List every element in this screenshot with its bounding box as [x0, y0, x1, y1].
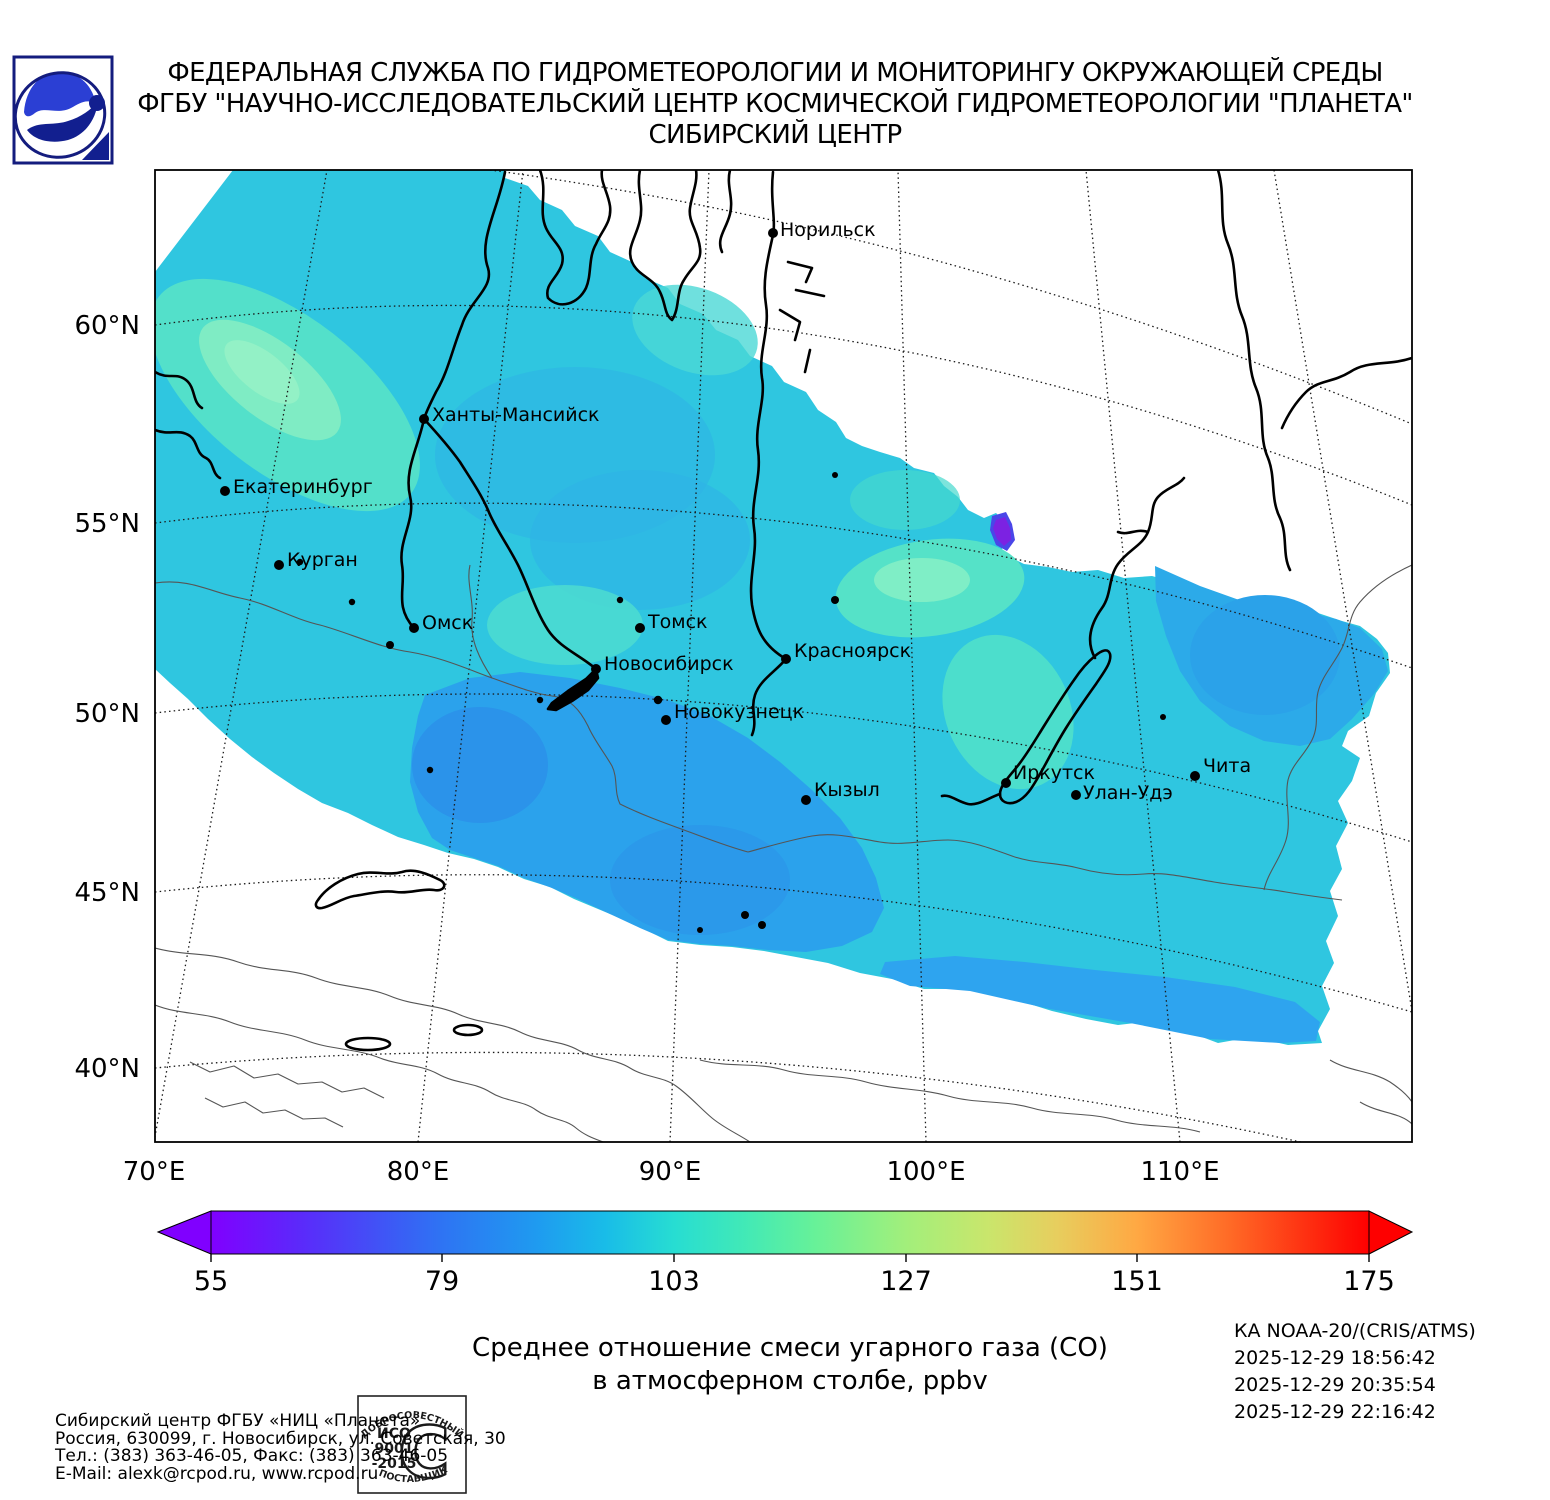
contact-block: Сибирский центр ФГБУ «НИЦ «Планета» Росс…: [55, 1411, 506, 1484]
lat-tick-label: 60°N: [74, 311, 140, 341]
city-layer: Норильск Ханты-Мансийск Екатеринбург Курган…: [220, 219, 1251, 805]
lake-zaysan: [452, 1023, 484, 1037]
logo-planet-upper: [24, 72, 96, 117]
lon-tick-label: 80°E: [387, 1157, 450, 1187]
product-caption: Среднее отношение смеси угарного газа (C…: [420, 1332, 1160, 1398]
colorbar-tick-label: 55: [194, 1266, 228, 1297]
logo-corner-triangle: [82, 132, 109, 160]
contact-email: E-Mail: alexk@rcpod.ru, www.rcpod.ru: [55, 1463, 379, 1484]
satellite-platform: КА NOAA-20/(CRIS/ATMS): [1234, 1320, 1476, 1342]
pass-timestamp: 2025-12-29 22:16:42: [1234, 1401, 1436, 1423]
city-label: Красноярск: [794, 640, 911, 662]
lat-tick-label: 55°N: [74, 509, 140, 539]
logo-planet-lower: [27, 101, 98, 142]
colorbar-tick-label: 79: [425, 1266, 459, 1297]
country-borders: [155, 564, 1412, 1142]
city-label: Новосибирск: [604, 653, 734, 675]
colorbar-tick-label: 151: [1111, 1266, 1163, 1297]
city-label: Томск: [647, 611, 708, 633]
lake-issyk-kul: [344, 1036, 392, 1052]
lon-tick-label: 110°E: [1140, 1157, 1219, 1187]
city-marker: [1001, 778, 1011, 788]
colorbar-tick-label: 175: [1343, 1266, 1395, 1297]
logo-satellite-dot: [89, 95, 105, 111]
colorbar-left-arrow: [156, 1210, 212, 1255]
city-marker: [591, 664, 601, 674]
map-frame: [154, 169, 1413, 1143]
colorbar-body: [210, 1210, 1370, 1255]
ob-river-upper: [422, 170, 507, 421]
city-label: Чита: [1203, 755, 1251, 777]
yenisei-river: [749, 170, 788, 737]
lon-tick-label: 100°E: [886, 1157, 965, 1187]
stamp-iso-line2: 9001: [375, 1441, 414, 1457]
city-label: Курган: [287, 549, 358, 571]
iso-stamp: С ДОБРОСОВЕСТНЫЙ ПОСТАВЩИК ИСО 9001 -201…: [357, 1395, 467, 1495]
lena-river: [1216, 170, 1292, 572]
colorbar-right-arrow: [1368, 1210, 1414, 1255]
lon-tick-label: 90°E: [639, 1157, 702, 1187]
city-marker: [419, 414, 429, 424]
caption-line-1: Среднее отношение смеси угарного газа (C…: [472, 1333, 1108, 1363]
angara-river: [1088, 476, 1186, 660]
city-label: Иркутск: [1013, 762, 1095, 784]
city-marker: [635, 623, 645, 633]
stamp-letter: С: [398, 1412, 449, 1494]
colorbar-ticks: 55 79 103 127 151 175: [194, 1254, 1395, 1297]
colorbar-tick-label: 103: [648, 1266, 700, 1297]
city-marker: [409, 623, 419, 633]
lat-tick-label: 40°N: [74, 1054, 140, 1084]
lat-tick-label: 50°N: [74, 699, 140, 729]
pass-timestamp: 2025-12-29 20:35:54: [1234, 1374, 1436, 1396]
contact-address: Россия, 630099, г. Новосибирск, ул. Сове…: [55, 1428, 506, 1449]
co-data-swath: [155, 170, 1390, 1045]
report-header: ФЕДЕРАЛЬНАЯ СЛУЖБА ПО ГИДРОМЕТЕОРОЛОГИИ …: [0, 58, 1550, 151]
ob-reservoir: [546, 667, 600, 712]
city-marker: [274, 560, 284, 570]
planeta-logo: [12, 55, 114, 165]
city-marker: [781, 654, 791, 664]
rivers-coastlines: [155, 170, 1412, 1052]
city-label: Кызыл: [814, 779, 880, 801]
ob-river-middle: [422, 417, 598, 671]
header-line-1: ФЕДЕРАЛЬНАЯ СЛУЖБА ПО ГИДРОМЕТЕОРОЛОГИИ …: [167, 58, 1383, 88]
small-lakes: [296, 472, 1166, 933]
city-marker: [801, 795, 811, 805]
city-label: Екатеринбург: [233, 476, 373, 498]
city-label: Омск: [422, 612, 473, 634]
city-marker: [1071, 790, 1081, 800]
colorbar-tick-label: 127: [880, 1266, 932, 1297]
lat-tick-label: 45°N: [74, 878, 140, 908]
kara-sea-coast: [538, 170, 612, 306]
caption-line-2: в атмосферном столбе, ppbv: [592, 1366, 988, 1396]
city-label: Улан-Удэ: [1083, 782, 1173, 804]
graticule: [155, 170, 1412, 1142]
lake-balkhash: [314, 869, 446, 910]
contact-org: Сибирский центр ФГБУ «НИЦ «Планета»: [55, 1411, 421, 1431]
header-line-2: ФГБУ "НАУЧНО-ИССЛЕДОВАТЕЛЬСКИЙ ЦЕНТР КОС…: [137, 89, 1413, 119]
satellite-info: КА NOAA-20/(CRIS/ATMS) 2025-12-29 18:56:…: [1234, 1318, 1476, 1426]
contact-phone: Тел.: (383) 363-46-05, Факс: (383) 363-4…: [55, 1446, 449, 1466]
longitude-axis: 70°E 80°E 90°E 100°E 110°E: [123, 1157, 1220, 1187]
stamp-iso-line3: -2015: [372, 1456, 417, 1472]
city-marker: [220, 486, 230, 496]
header-line-3: СИБИРСКИЙ ЦЕНТР: [648, 120, 902, 150]
latitude-axis: 60°N 55°N 50°N 45°N 40°N: [74, 311, 140, 1084]
colorbar: 55 79 103 127 151 175: [156, 1210, 1414, 1297]
map-plot-area: Норильск Ханты-Мансийск Екатеринбург Курган…: [155, 170, 1412, 1142]
stamp-iso-line1: ИСО: [377, 1426, 411, 1442]
city-label: Новокузнецк: [674, 701, 804, 723]
pass-timestamp: 2025-12-29 18:56:42: [1234, 1347, 1436, 1369]
lon-tick-label: 70°E: [123, 1157, 186, 1187]
city-label: Ханты-Мансийск: [432, 404, 600, 426]
lake-baikal: [998, 649, 1112, 805]
city-marker: [661, 715, 671, 725]
irtysh-river: [400, 417, 426, 630]
city-marker: [1190, 771, 1200, 781]
city-marker: [768, 228, 778, 238]
city-label: Норильск: [780, 219, 876, 241]
